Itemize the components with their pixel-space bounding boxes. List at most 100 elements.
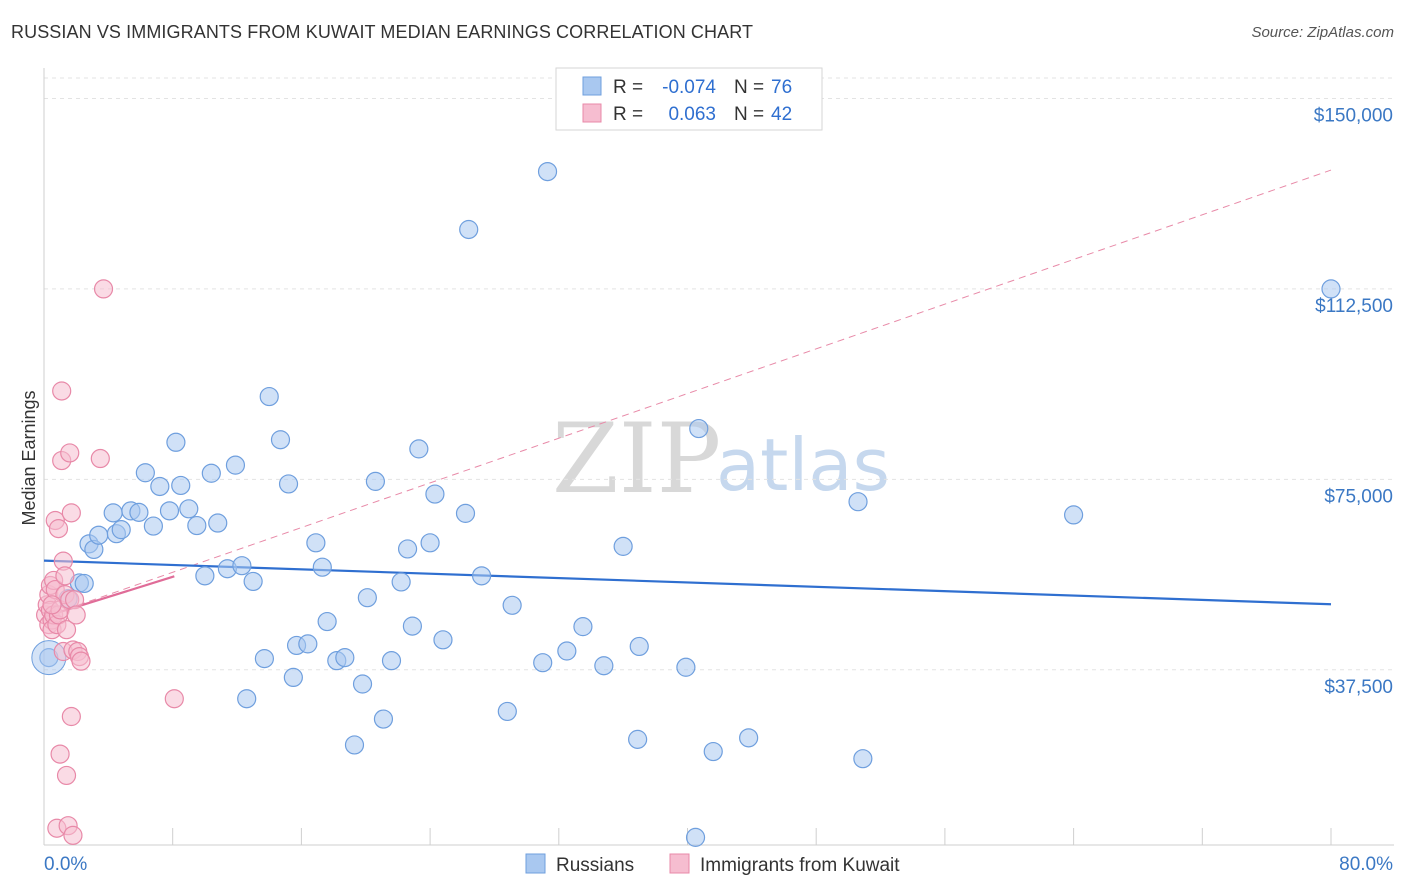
data-point <box>848 492 868 512</box>
data-point <box>201 463 221 483</box>
data-point <box>63 825 83 845</box>
data-point <box>739 728 759 748</box>
data-point <box>195 566 215 586</box>
y-tick-label: $112,500 <box>1315 296 1393 317</box>
data-point <box>335 648 355 668</box>
data-point <box>497 701 517 722</box>
chart-source: Source: ZipAtlas.com <box>1251 24 1394 41</box>
data-point <box>502 595 522 615</box>
data-point <box>471 566 492 586</box>
data-point <box>135 463 155 483</box>
legend-top: R = -0.074 N = 76 R = 0.063 N = 42 <box>555 67 823 131</box>
data-point <box>537 162 558 182</box>
data-point <box>56 765 77 786</box>
data-point <box>61 503 81 523</box>
data-point <box>373 709 394 729</box>
data-point <box>397 539 418 559</box>
data-point <box>283 667 303 688</box>
trend-line <box>43 559 1332 606</box>
data-point <box>270 430 291 450</box>
data-point <box>689 418 709 439</box>
data-point <box>42 595 62 615</box>
data-point <box>66 605 86 625</box>
data-point <box>164 689 184 709</box>
data-point <box>420 533 440 553</box>
legend-bottom-swatch-kuwait <box>669 853 690 874</box>
data-point <box>48 519 69 539</box>
legend-n-value-russians: 76 <box>771 77 792 98</box>
x-tick-label-max: 80.0% <box>1339 854 1393 875</box>
y-tick-labels: $37,500 $75,000 $112,500 $150,000 <box>1314 105 1393 697</box>
legend-r-value-russians: -0.074 <box>662 77 716 98</box>
data-point <box>365 471 386 491</box>
data-point <box>50 744 70 764</box>
data-point <box>357 588 377 608</box>
data-point <box>459 219 479 240</box>
data-point <box>676 657 696 677</box>
data-point <box>703 741 723 762</box>
legend-n-value-kuwait: 42 <box>771 104 792 125</box>
data-point <box>344 735 365 755</box>
data-point <box>150 476 170 497</box>
y-tick-label: $75,000 <box>1324 486 1393 507</box>
data-point <box>391 572 411 592</box>
data-point <box>425 484 445 504</box>
data-point <box>60 443 80 463</box>
data-point <box>312 557 332 577</box>
data-point <box>433 630 453 650</box>
trend-lines <box>43 169 1332 619</box>
data-point <box>179 499 199 519</box>
data-point <box>1063 505 1084 525</box>
legend-r-value-kuwait: 0.063 <box>668 104 716 125</box>
data-point <box>93 279 114 299</box>
legend-swatch-russians <box>582 76 602 96</box>
data-point <box>89 525 109 545</box>
y-axis-title: Median Earnings <box>19 390 39 525</box>
data-point <box>613 536 633 556</box>
data-point <box>409 439 429 459</box>
data-point <box>143 516 163 536</box>
data-point <box>306 533 326 553</box>
legend-bottom-swatch-russians <box>525 853 546 874</box>
data-point <box>455 503 476 523</box>
legend-bottom-label-russians: Russians <box>556 855 634 876</box>
y-tick-label: $37,500 <box>1324 677 1393 698</box>
legend-r-label-kuwait: R = <box>613 104 643 125</box>
data-point <box>352 674 373 694</box>
x-tick-label-min: 0.0% <box>44 854 87 875</box>
data-point <box>74 573 94 594</box>
data-point <box>533 653 553 673</box>
data-point <box>208 513 228 533</box>
legend-bottom-label-kuwait: Immigrants from Kuwait <box>700 855 900 876</box>
data-point <box>187 515 207 536</box>
data-point <box>237 689 257 709</box>
series-russians <box>31 162 1341 847</box>
data-point <box>254 649 274 669</box>
data-point <box>278 474 299 494</box>
data-point <box>90 448 110 469</box>
legend-bottom: Russians Immigrants from Kuwait <box>525 853 900 876</box>
data-point <box>573 617 593 637</box>
chart-title: RUSSIAN VS IMMIGRANTS FROM KUWAIT MEDIAN… <box>11 22 754 42</box>
series-immigrants-from-kuwait <box>36 279 184 845</box>
data-point <box>629 636 649 657</box>
data-point <box>61 706 81 727</box>
data-point <box>103 503 123 523</box>
data-point <box>243 571 263 592</box>
data-point <box>166 432 186 452</box>
data-point <box>56 620 77 640</box>
data-point <box>628 729 648 749</box>
data-point <box>381 651 402 671</box>
data-point <box>52 381 72 401</box>
data-point <box>402 616 423 636</box>
data-point <box>129 502 149 522</box>
data-point <box>685 827 706 847</box>
trend-line-extended <box>43 169 1332 618</box>
data-point <box>71 651 91 671</box>
data-point <box>159 501 180 521</box>
data-point <box>853 749 873 769</box>
data-point <box>1321 279 1341 299</box>
legend-n-label-russians: N = <box>734 77 764 98</box>
legend-n-label-kuwait: N = <box>734 104 764 125</box>
data-point <box>298 634 318 654</box>
